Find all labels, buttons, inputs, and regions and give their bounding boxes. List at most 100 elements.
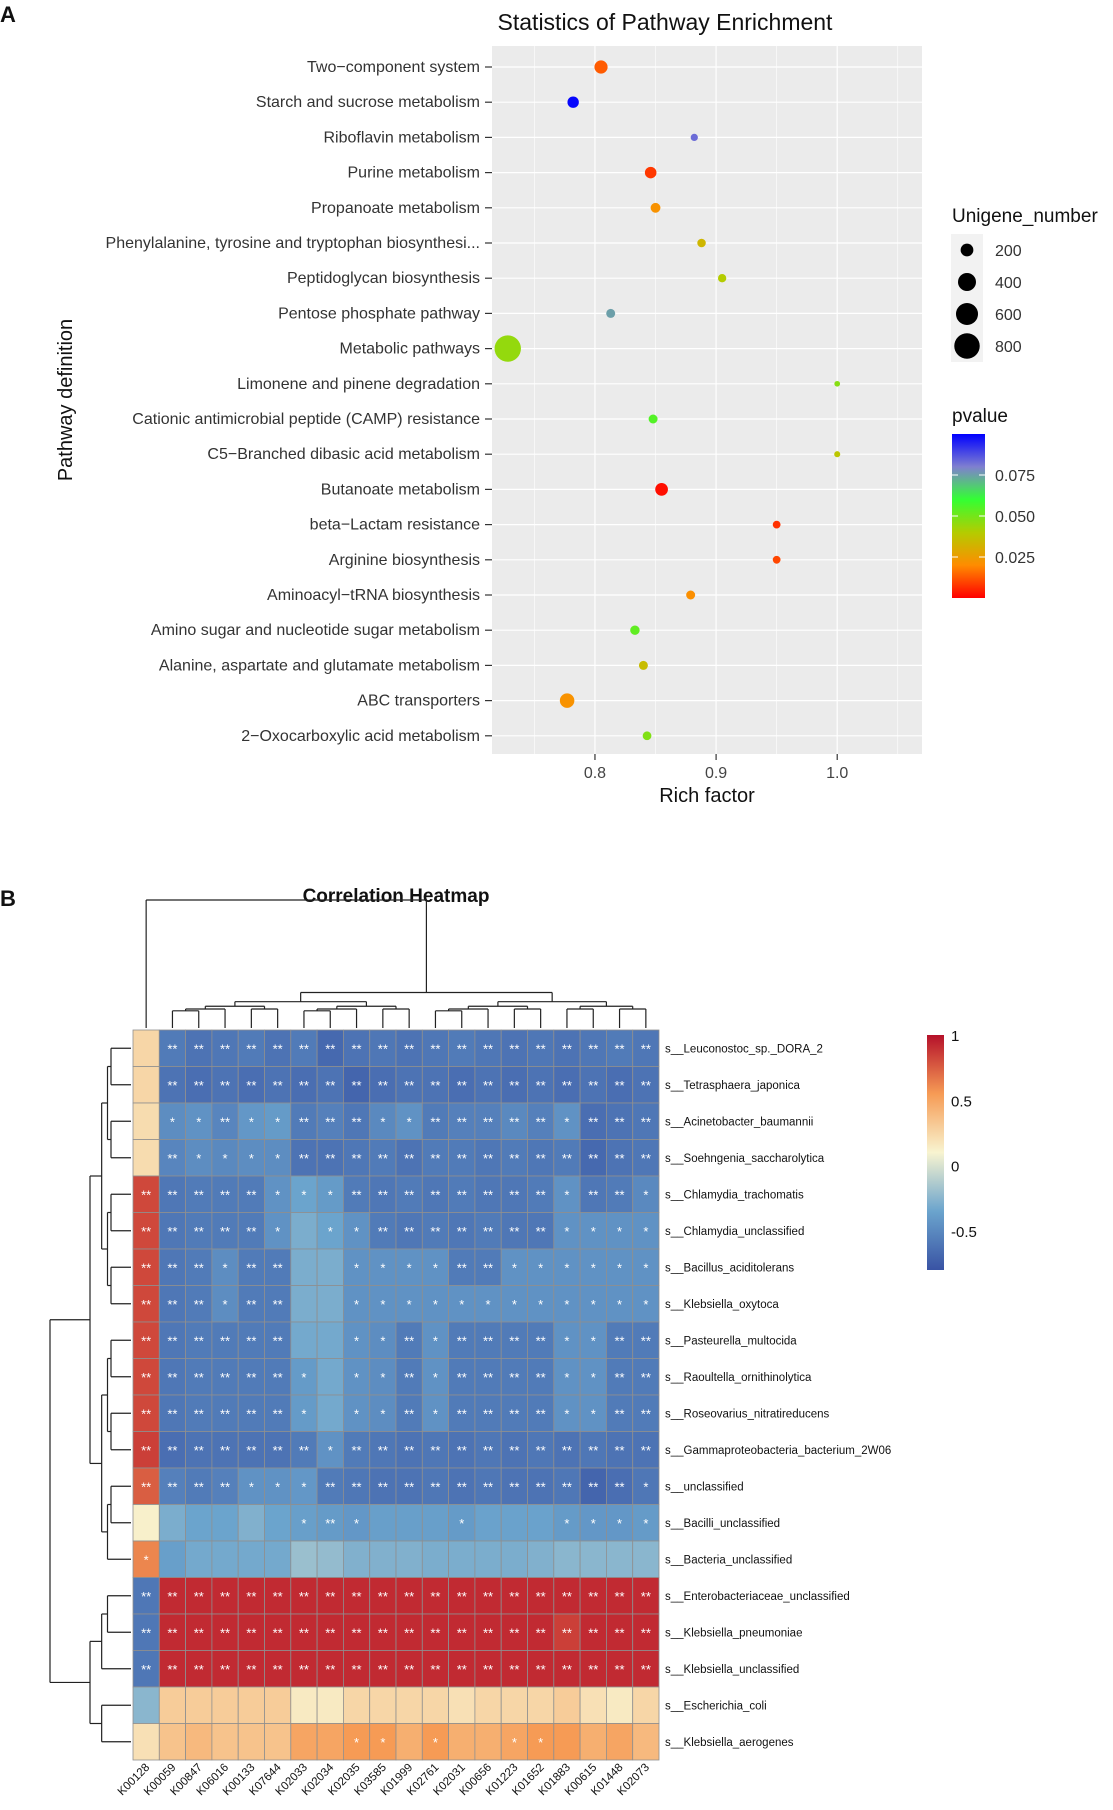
colorbar-tick-label: 1 [951,1028,959,1045]
heatmap-cell [421,1285,449,1323]
chart-a-title: Statistics of Pathway Enrichment [498,9,834,35]
heatmap-cell [264,1139,292,1177]
x-tick-label: 0.9 [705,765,727,782]
significance-mark: ** [351,1151,361,1166]
heatmap-cell [237,1577,265,1615]
significance-mark: * [591,1224,596,1239]
colorbar-tick-label: 0 [951,1159,959,1176]
heatmap-cell [395,1358,423,1396]
row-label: s__Klebsiella_unclassified [665,1664,799,1676]
heatmap-cell [527,1504,555,1542]
significance-mark: ** [430,1589,440,1604]
heatmap-cell [158,1394,187,1432]
significance-mark: * [564,1260,569,1275]
heatmap-cell [342,1650,371,1688]
heatmap-cell [264,1066,292,1104]
significance-mark: ** [562,1479,572,1494]
significance-mark: ** [220,1333,230,1348]
significance-mark: * [433,1735,438,1750]
significance-mark: ** [562,1625,572,1640]
significance-mark: * [643,1224,648,1239]
significance-mark: ** [167,1370,177,1385]
significance-mark: ** [457,1114,467,1129]
significance-mark: ** [562,1443,572,1458]
pathway-label: Phenylalanine, tyrosine and tryptophan b… [106,235,480,252]
heatmap-cell [264,1540,292,1578]
heatmap-cell [211,1066,239,1104]
significance-mark: ** [141,1333,151,1348]
heatmap-cell [395,1248,423,1286]
panel-a-label: A [0,2,16,27]
significance-mark: * [170,1114,175,1129]
significance-mark: ** [430,1151,440,1166]
heatmap-cell [632,1248,660,1286]
pathway-point [686,590,696,600]
significance-mark: ** [404,1589,414,1604]
significance-mark: ** [141,1224,151,1239]
significance-mark: ** [325,1114,335,1129]
significance-mark: ** [483,1187,493,1202]
heatmap-cell [316,1394,344,1432]
significance-mark: * [301,1479,306,1494]
heatmap-cell [553,1321,581,1359]
heatmap-cell [606,1212,634,1250]
colorbar-tick-label: 0.075 [995,468,1035,485]
color-legend-title: pvalue [952,406,1008,427]
heatmap-cell [632,1321,660,1359]
significance-mark: ** [457,1443,467,1458]
pathway-point [772,520,781,529]
heatmap-cell [158,1102,187,1140]
significance-mark: * [591,1516,596,1531]
size-legend-dot [954,333,980,359]
significance-mark: * [354,1224,359,1239]
heatmap-cell [474,1029,502,1067]
significance-mark: * [433,1260,438,1275]
heatmap-cell [316,1540,344,1578]
significance-mark: ** [430,1041,440,1056]
heatmap-cell [185,1686,213,1724]
significance-mark: * [380,1333,385,1348]
row-label: s__Leuconostoc_sp._DORA_2 [665,1043,823,1055]
heatmap-cell [264,1467,292,1505]
significance-mark: ** [194,1297,204,1312]
significance-mark: ** [194,1443,204,1458]
significance-mark: ** [457,1187,467,1202]
heatmap-cell [632,1175,660,1213]
significance-mark: ** [167,1333,177,1348]
significance-mark: ** [457,1260,467,1275]
heatmap-cell [369,1540,397,1578]
pathway-label: Propanoate metabolism [311,200,480,217]
heatmap-cell [606,1358,634,1396]
significance-mark: ** [483,1114,493,1129]
heatmap-cell [264,1431,292,1469]
heatmap-cell [421,1394,449,1432]
significance-mark: * [328,1224,333,1239]
heatmap-cell [500,1212,528,1250]
significance-mark: ** [220,1589,230,1604]
significance-mark: ** [457,1041,467,1056]
size-legend-label: 600 [995,307,1022,324]
heatmap-cell [369,1175,397,1213]
significance-mark: * [275,1151,280,1166]
heatmap-cell [579,1504,607,1542]
heatmap-cell [527,1358,555,1396]
significance-mark: * [275,1479,280,1494]
significance-mark: * [301,1187,306,1202]
significance-mark: ** [483,1589,493,1604]
pathway-label: Pentose phosphate pathway [278,305,480,322]
heatmap-cell [553,1066,581,1104]
heatmap-cell [290,1394,318,1432]
heatmap-cell [606,1139,634,1177]
significance-mark: ** [509,1479,519,1494]
heatmap-cell [342,1029,371,1067]
significance-mark: ** [167,1662,177,1677]
significance-mark: ** [194,1406,204,1421]
heatmap-cell [395,1175,423,1213]
significance-mark: ** [430,1479,440,1494]
heatmap-cell [474,1394,502,1432]
heatmap-cell [290,1540,318,1578]
heatmap-cell [185,1394,213,1432]
significance-mark: ** [430,1662,440,1677]
significance-mark: ** [273,1260,283,1275]
heatmap-cell [316,1029,344,1067]
